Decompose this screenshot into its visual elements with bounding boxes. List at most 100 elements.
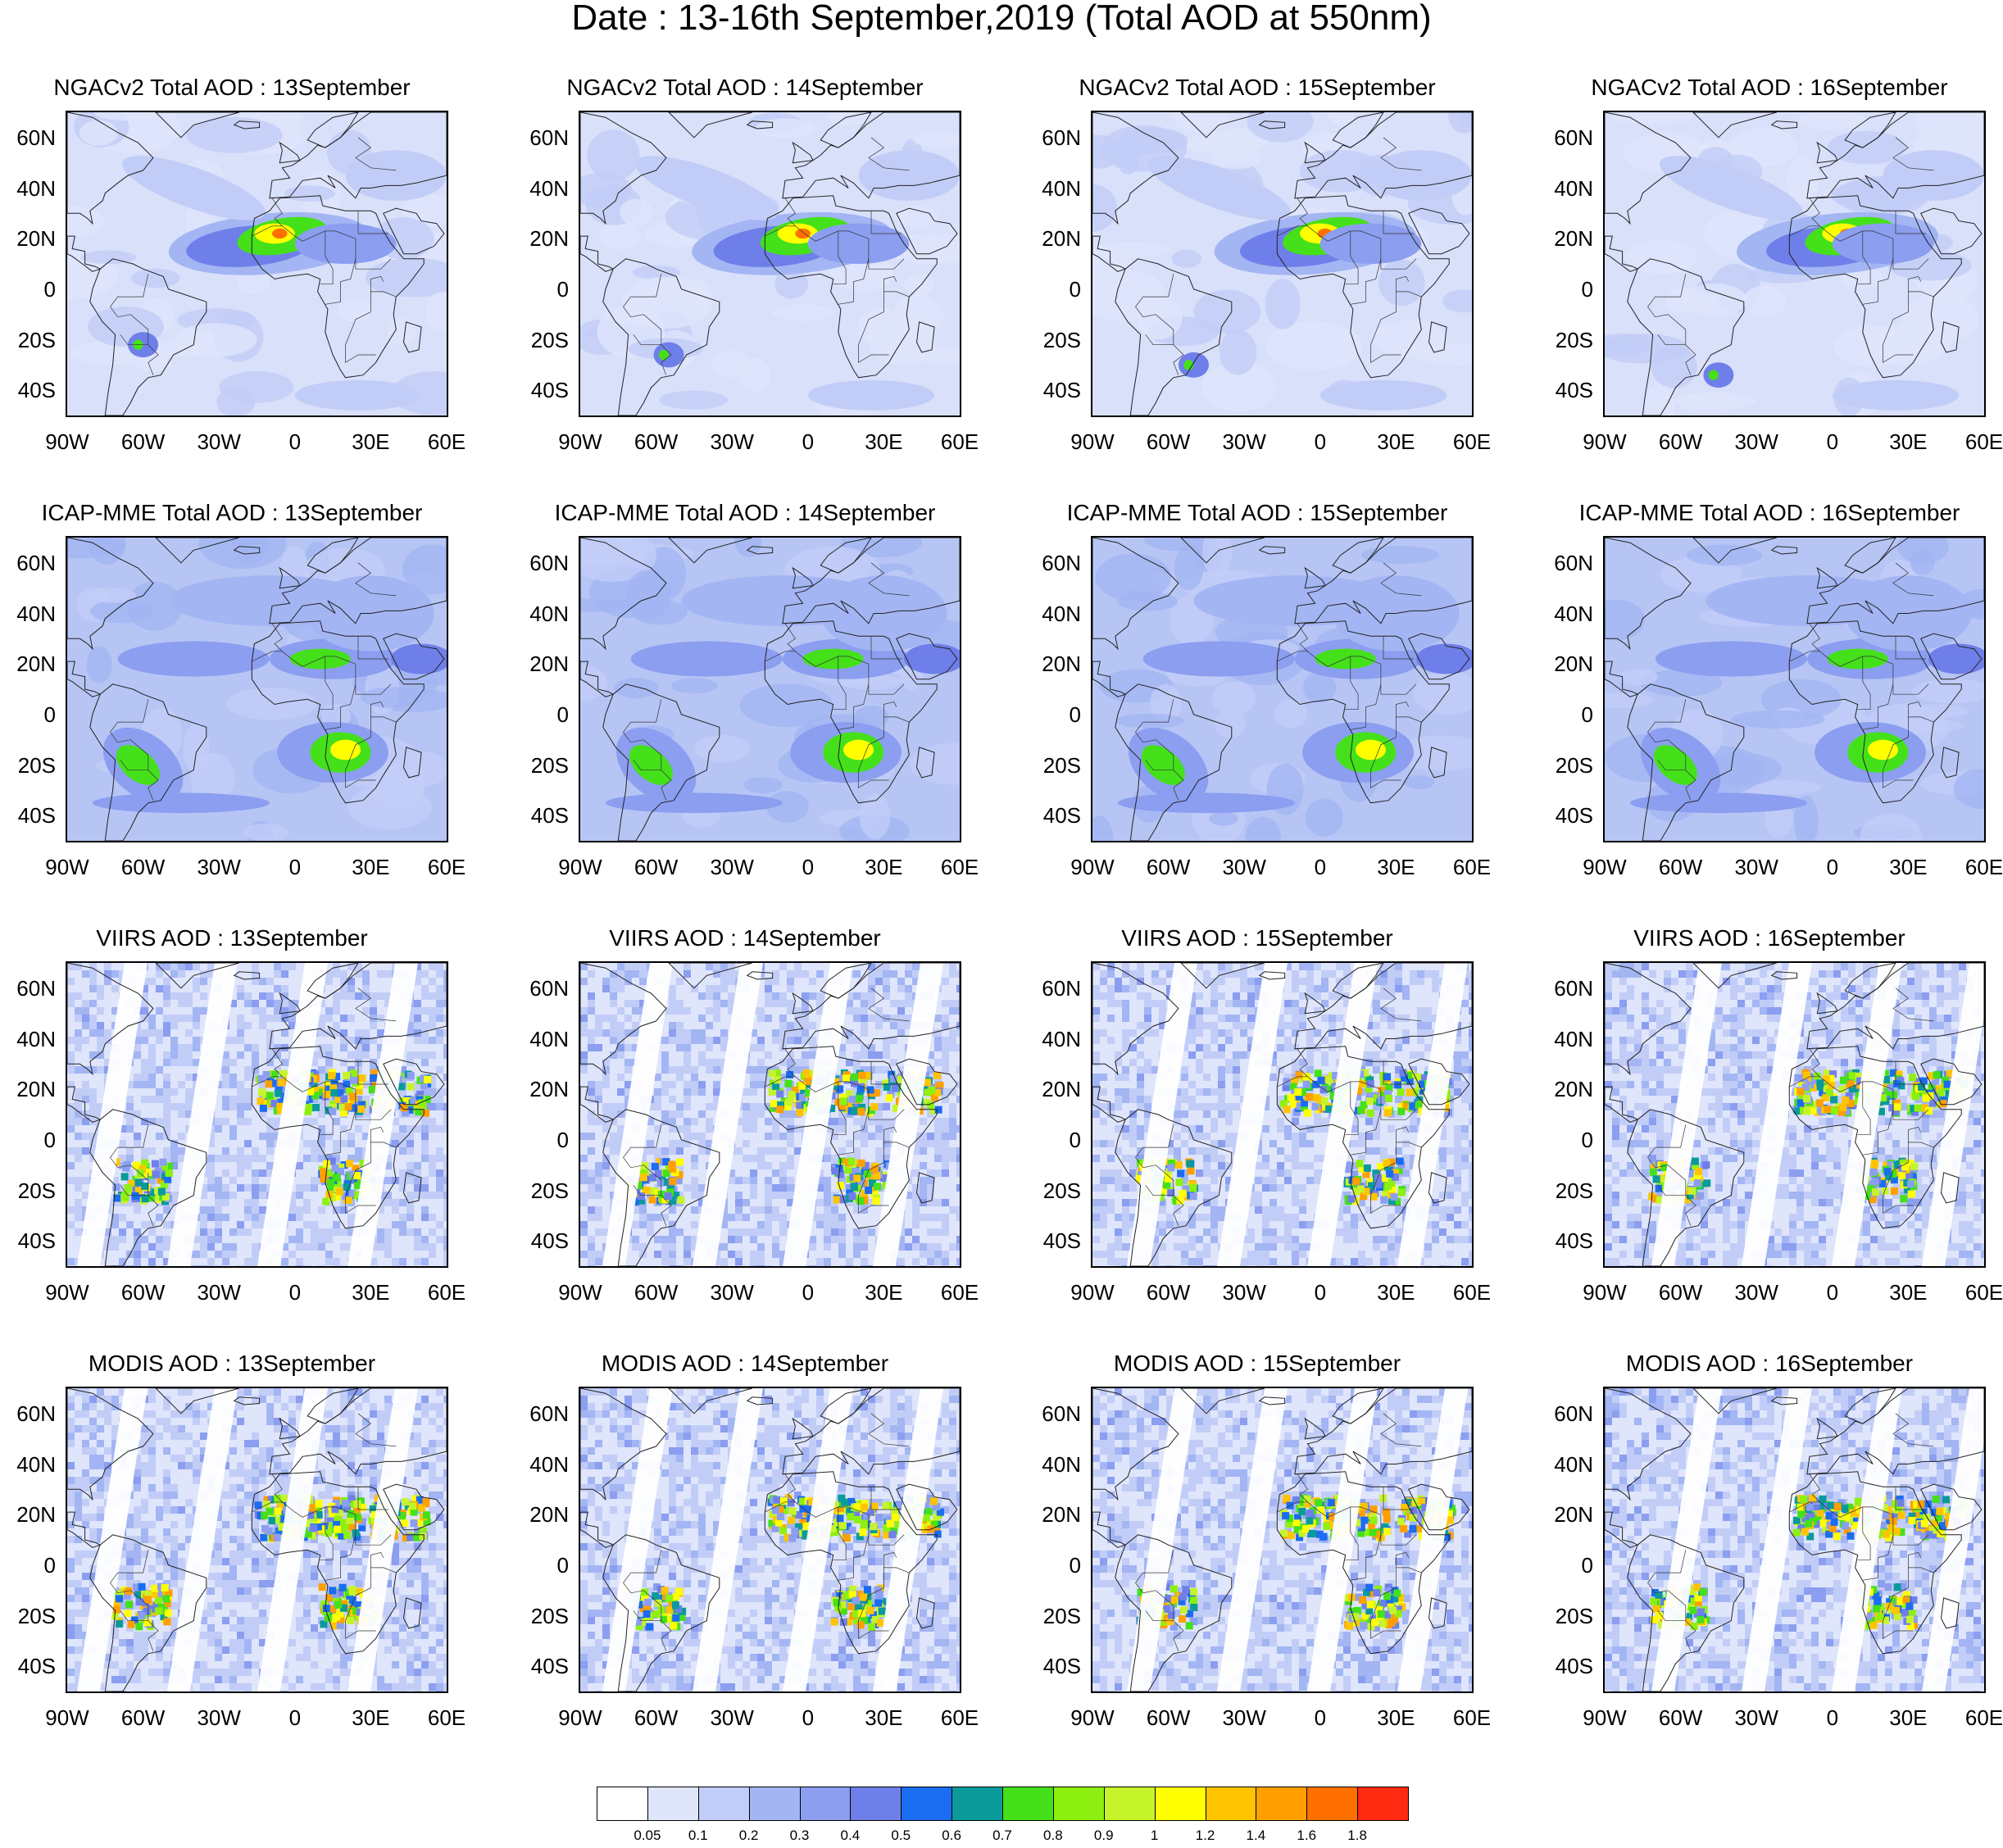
lat-tick-label: 0 (1536, 704, 1593, 725)
lat-tick-label: 40N (0, 1028, 56, 1050)
lat-tick-label: 40N (0, 603, 56, 624)
lat-tick-label: 40S (0, 1230, 56, 1251)
lon-tick-label: 60E (927, 430, 992, 453)
panel-title: NGACv2 Total AOD : 14September (513, 74, 977, 102)
lon-tick-label: 90W (547, 856, 613, 879)
lon-tick-label: 0 (262, 430, 328, 453)
panel-title: MODIS AOD : 15September (1025, 1350, 1489, 1378)
lat-tick-label: 60N (0, 552, 56, 574)
lat-tick-label: 40S (0, 1655, 56, 1677)
colorbar-swatch (1002, 1787, 1054, 1821)
map-panel: ICAP-MME Total AOD : 13September 60N 40N 20… (0, 499, 466, 925)
colorbar-label: 1 (1130, 1828, 1179, 1844)
colorbar-label: 0.5 (876, 1828, 925, 1844)
lat-tick-label: 20N (1536, 1504, 1593, 1525)
lat-tick-label: 40S (511, 1230, 569, 1251)
lon-tick-label: 60W (1136, 1281, 1201, 1304)
lat-tick-label: 20N (511, 1078, 569, 1100)
lon-tick-label: 0 (775, 856, 841, 879)
lon-tick-label: 30E (1363, 430, 1428, 453)
lat-tick-label: 20S (0, 1605, 56, 1627)
aod-map (1092, 1388, 1472, 1691)
lon-tick-label: 90W (1572, 1706, 1637, 1729)
lon-tick-label: 60W (1648, 856, 1714, 879)
aod-map (1605, 538, 1984, 841)
lon-tick-label: 30W (1724, 856, 1789, 879)
map-plot-area (1603, 111, 1986, 417)
map-plot-area (1091, 111, 1474, 417)
lon-tick-label: 60W (624, 856, 689, 879)
panel-title: MODIS AOD : 14September (513, 1350, 977, 1378)
lon-tick-label: 60W (1136, 856, 1201, 879)
lon-tick-label: 60W (1648, 1706, 1714, 1729)
aod-map (67, 963, 447, 1266)
lon-tick-label: 30E (1363, 1706, 1428, 1729)
lon-tick-label: 30W (1724, 1281, 1789, 1304)
lon-tick-label: 30E (851, 1706, 916, 1729)
lon-tick-label: 0 (1288, 1706, 1353, 1729)
lat-tick-label: 40S (1536, 379, 1593, 401)
panel-title: ICAP-MME Total AOD : 15September (1025, 499, 1489, 527)
lon-tick-label: 60E (927, 1281, 992, 1304)
panel-title: ICAP-MME Total AOD : 16September (1537, 499, 2001, 527)
lat-tick-label: 20N (0, 228, 56, 249)
lon-tick-label: 90W (1060, 1706, 1125, 1729)
lon-tick-label: 90W (1572, 856, 1637, 879)
lon-tick-label: 30W (1724, 1706, 1789, 1729)
lat-tick-label: 0 (1536, 279, 1593, 300)
aod-map (580, 963, 960, 1266)
panel-title: VIIRS AOD : 16September (1537, 924, 2001, 952)
panel-title: NGACv2 Total AOD : 13September (0, 74, 464, 102)
lon-tick-label: 30E (1875, 1706, 1941, 1729)
lon-tick-label: 90W (34, 1706, 100, 1729)
lon-tick-label: 30W (699, 856, 765, 879)
aod-map (67, 1388, 447, 1691)
lat-tick-label: 40N (1536, 603, 1593, 624)
lat-tick-label: 40N (511, 603, 569, 624)
lat-tick-label: 40S (1536, 805, 1593, 826)
colorbar-label: 1.8 (1333, 1828, 1382, 1844)
colorbar-swatch (1306, 1787, 1359, 1821)
lon-tick-label: 30W (1211, 856, 1277, 879)
lon-tick-label: 60E (1951, 430, 2003, 453)
map-plot-area (579, 111, 961, 417)
lon-tick-label: 60E (1439, 1281, 1505, 1304)
colorbar-label: 0.3 (775, 1828, 824, 1844)
lon-tick-label: 30W (186, 1706, 252, 1729)
map-plot-area (1091, 1387, 1474, 1693)
lat-tick-label: 60N (0, 1403, 56, 1424)
map-panel: NGACv2 Total AOD : 14September 60N 40N 20N 0… (511, 74, 979, 500)
lat-tick-label: 20N (0, 1078, 56, 1100)
map-plot-area (1091, 961, 1474, 1268)
colorbar-swatch (748, 1787, 801, 1821)
panel-title: VIIRS AOD : 13September (0, 924, 464, 952)
lat-tick-label: 0 (0, 279, 56, 300)
lon-tick-label: 30E (1875, 856, 1941, 879)
lat-tick-label: 40S (1024, 805, 1081, 826)
lat-tick-label: 60N (0, 978, 56, 999)
lat-tick-label: 20S (1024, 1605, 1081, 1627)
lat-tick-label: 40N (0, 178, 56, 199)
lat-tick-label: 40S (1536, 1230, 1593, 1251)
lon-tick-label: 0 (1288, 1281, 1353, 1304)
lon-tick-label: 30W (186, 856, 252, 879)
aod-map (1605, 963, 1984, 1266)
lat-tick-label: 0 (0, 1129, 56, 1151)
map-panel: MODIS AOD : 15September 60N 40N 20N 0 20S 40S 9… (1024, 1350, 1491, 1776)
colorbar-label: 1.6 (1282, 1828, 1331, 1844)
colorbar-label: 0.05 (623, 1828, 672, 1844)
lat-tick-label: 40N (511, 178, 569, 199)
lon-tick-label: 60E (1951, 1281, 2003, 1304)
map-plot-area (1603, 961, 1986, 1268)
lon-tick-label: 60W (1648, 1281, 1714, 1304)
panel-title: NGACv2 Total AOD : 16September (1537, 74, 2001, 102)
map-panel: NGACv2 Total AOD : 13September 60N 40N 20N 0… (0, 74, 466, 500)
lon-tick-label: 90W (1060, 430, 1125, 453)
lat-tick-label: 40S (1024, 379, 1081, 401)
colorbar-label: 0.6 (927, 1828, 976, 1844)
lat-tick-label: 40S (511, 1655, 569, 1677)
aod-map (67, 538, 447, 841)
lat-tick-label: 20S (511, 329, 569, 351)
map-plot-area (579, 536, 961, 842)
colorbar-label: 1.4 (1231, 1828, 1280, 1844)
